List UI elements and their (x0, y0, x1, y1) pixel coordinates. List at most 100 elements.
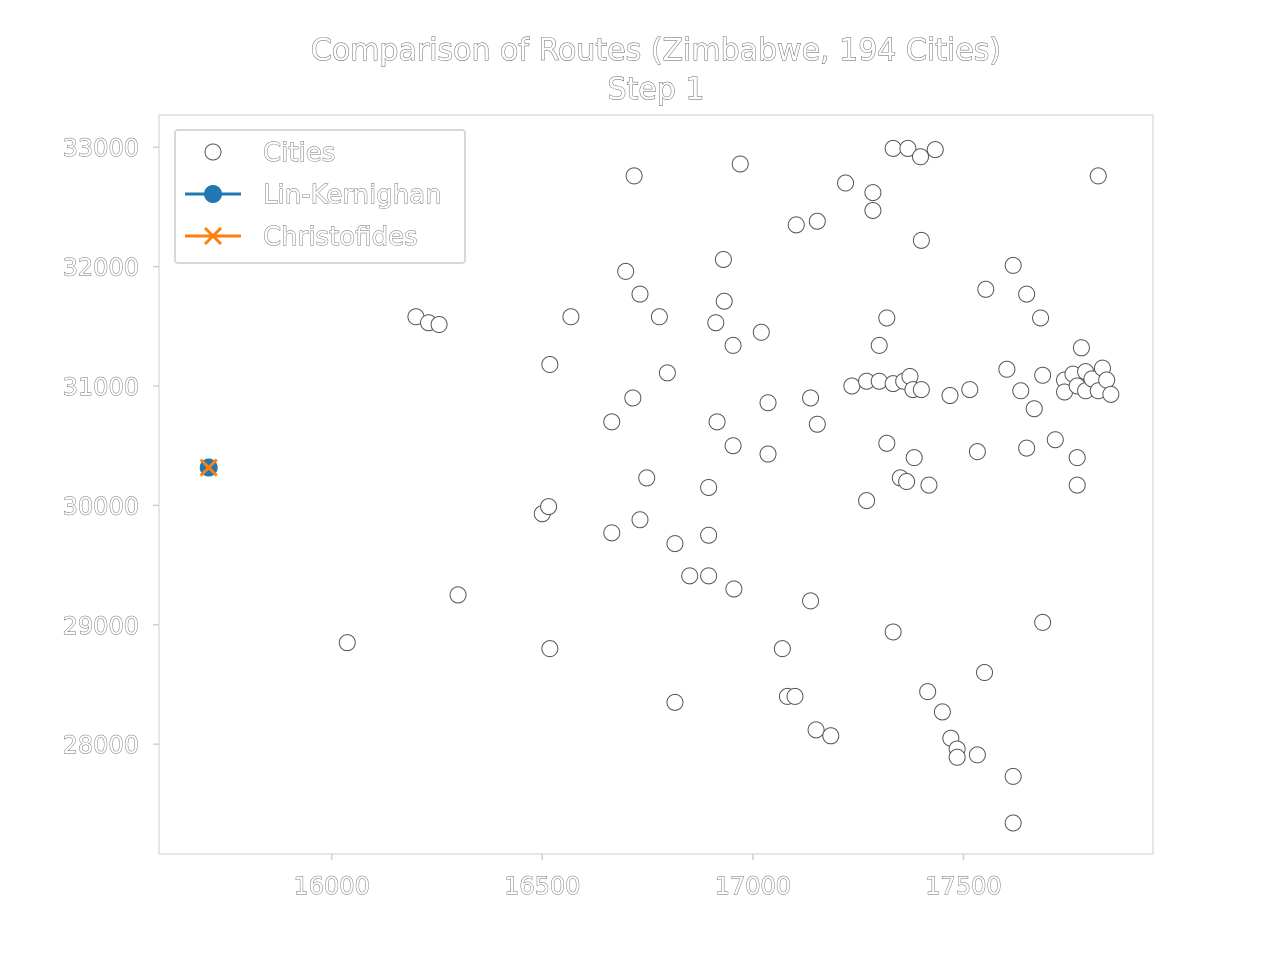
city-point (898, 473, 916, 491)
city-point (603, 524, 621, 542)
city-point (912, 148, 930, 166)
city-point (961, 381, 979, 399)
city-point (808, 415, 826, 433)
city-point (707, 314, 725, 332)
y-tick-label: 30000 (63, 492, 139, 520)
city-point (858, 492, 876, 510)
city-point (724, 437, 742, 455)
city-point (759, 445, 777, 463)
y-tick-label: 33000 (63, 134, 139, 162)
city-point (650, 308, 668, 326)
city-point (941, 387, 959, 405)
city-point (807, 721, 825, 739)
legend-christofides-marker (203, 226, 223, 246)
city-point (1034, 366, 1052, 384)
city-point (540, 498, 558, 516)
city-point (912, 231, 930, 249)
city-point (617, 262, 635, 280)
y-axis: 28000 29000 30000 31000 32000 33000 (62, 134, 159, 760)
city-point (714, 250, 732, 268)
city-point (864, 184, 882, 202)
city-point (1102, 385, 1120, 403)
y-tick-label: 31000 (63, 373, 139, 401)
plot-area (158, 114, 1154, 855)
city-point (787, 216, 805, 234)
city-point (638, 469, 656, 487)
legend-label-cities: Cities (263, 138, 335, 168)
city-point (731, 155, 749, 173)
city-point (541, 640, 559, 658)
legend-box (174, 129, 466, 264)
city-point (430, 316, 448, 334)
city-point (715, 292, 733, 310)
city-point (919, 683, 937, 701)
city-point (700, 478, 718, 496)
city-point (631, 285, 649, 303)
y-tick-label: 32000 (63, 254, 139, 282)
city-point (933, 703, 951, 721)
y-tick-label: 29000 (63, 612, 139, 640)
x-tick-label: 17500 (925, 872, 1001, 900)
legend-label-christofides: Christofides (263, 222, 418, 252)
city-point (700, 526, 718, 544)
city-point (926, 141, 944, 159)
city-point (624, 389, 642, 407)
city-point (968, 746, 986, 764)
city-point (1046, 431, 1064, 449)
city-point (870, 372, 888, 390)
city-point (968, 443, 986, 461)
city-point (1068, 449, 1086, 467)
legend-cities-marker (204, 143, 222, 161)
city-point (1034, 613, 1052, 631)
city-point (1068, 476, 1086, 494)
city-point (802, 389, 820, 407)
city-point (802, 592, 820, 610)
city-point (759, 394, 777, 412)
city-point (724, 336, 742, 354)
city-point (808, 212, 826, 230)
city-point (878, 309, 896, 327)
city-point (562, 308, 580, 326)
x-tick-label: 16500 (504, 872, 580, 900)
city-point (666, 693, 684, 711)
y-tick-label: 28000 (63, 731, 139, 759)
routes-layer (199, 458, 218, 477)
city-point (773, 640, 791, 658)
city-point (976, 664, 994, 682)
legend-label-lin-kernighan: Lin-Kernighan (263, 180, 442, 210)
city-point (1032, 309, 1050, 327)
city-point (752, 323, 770, 341)
city-point (843, 377, 861, 395)
city-point (338, 634, 356, 652)
city-point (708, 413, 726, 431)
city-point (884, 139, 902, 157)
city-point (948, 748, 966, 766)
city-point (864, 202, 882, 220)
legend: Cities Lin-Kernighan Christofides (174, 129, 466, 264)
city-point (625, 167, 643, 185)
city-point (786, 687, 804, 705)
city-point (1089, 167, 1107, 185)
x-tick-label: 17000 (715, 872, 791, 900)
city-point (666, 535, 684, 553)
city-point (1018, 285, 1036, 303)
legend-lin-kernighan-marker (204, 185, 222, 203)
chart-subtitle: Step 1 (608, 72, 705, 107)
city-point (449, 586, 467, 604)
city-point (681, 567, 699, 585)
city-point (631, 511, 649, 529)
christofides-point (199, 458, 218, 477)
x-axis: 16000 16500 17000 17500 (293, 854, 1002, 900)
city-point (1018, 439, 1036, 457)
city-point (658, 364, 676, 382)
city-point (870, 336, 888, 354)
city-point (884, 623, 902, 641)
city-point (912, 381, 930, 399)
city-point (541, 356, 559, 374)
city-point (1004, 767, 1022, 785)
city-point (1098, 371, 1116, 389)
city-point (822, 727, 840, 745)
chart-title: Comparison of Routes (Zimbabwe, 194 Citi… (311, 33, 1001, 68)
city-point (899, 139, 917, 157)
